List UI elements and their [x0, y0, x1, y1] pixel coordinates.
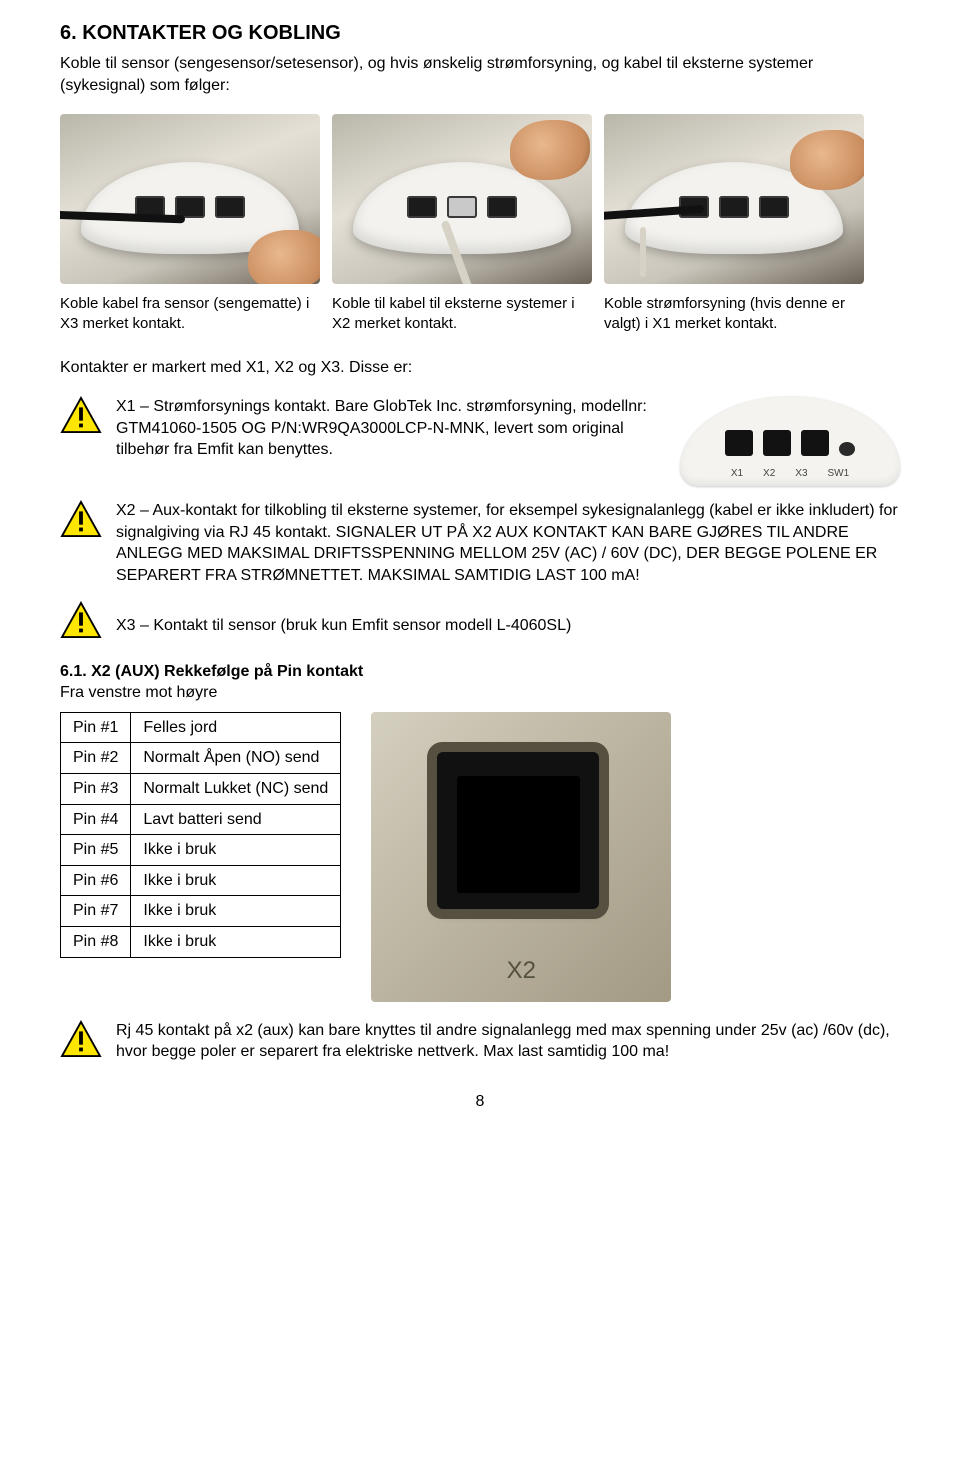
- warning-x2-text: X2 – Aux-kontakt for tilkobling til ekst…: [116, 500, 900, 586]
- section-intro: Koble til sensor (sengesensor/setesensor…: [60, 53, 900, 96]
- section-number: 6.: [60, 22, 77, 44]
- pin-id-cell: Pin #6: [61, 865, 131, 896]
- photo-x3: [60, 114, 320, 284]
- warning-icon: [60, 1020, 102, 1058]
- marked-line: Kontakter er markert med X1, X2 og X3. D…: [60, 357, 900, 379]
- caption-x1: Koble strømforsyning (hvis denne er valg…: [604, 294, 864, 335]
- port-diagram: X1 X2 X3 SW1: [680, 396, 900, 486]
- table-row: Pin #7Ikke i bruk: [61, 896, 341, 927]
- pin-desc-cell: Ikke i bruk: [131, 927, 341, 958]
- photo-row: [60, 114, 900, 284]
- diagram-label-sw1: SW1: [828, 467, 850, 481]
- table-row: Pin #3Normalt Lukket (NC) send: [61, 774, 341, 805]
- table-row: Pin #6Ikke i bruk: [61, 865, 341, 896]
- section-heading: KONTAKTER OG KOBLING: [82, 22, 341, 44]
- photo-x2: [332, 114, 592, 284]
- table-row: Pin #8Ikke i bruk: [61, 927, 341, 958]
- pin-id-cell: Pin #3: [61, 774, 131, 805]
- diagram-label-x3: X3: [795, 467, 807, 481]
- pin-id-cell: Pin #8: [61, 927, 131, 958]
- table-row: Pin #5Ikke i bruk: [61, 835, 341, 866]
- pin-id-cell: Pin #5: [61, 835, 131, 866]
- section-title: 6. KONTAKTER OG KOBLING: [60, 20, 900, 47]
- pin-id-cell: Pin #1: [61, 712, 131, 743]
- pin-area: Pin #1Felles jordPin #2Normalt Åpen (NO)…: [60, 712, 900, 1002]
- table-row: Pin #1Felles jord: [61, 712, 341, 743]
- x2-socket-photo: X2: [371, 712, 671, 1002]
- table-row: Pin #2Normalt Åpen (NO) send: [61, 743, 341, 774]
- subsection-note: Fra venstre mot høyre: [60, 682, 900, 704]
- diagram-label-x2: X2: [763, 467, 775, 481]
- warning-x2-row: X2 – Aux-kontakt for tilkobling til ekst…: [60, 500, 900, 586]
- pin-desc-cell: Ikke i bruk: [131, 896, 341, 927]
- pin-desc-cell: Normalt Lukket (NC) send: [131, 774, 341, 805]
- page-number: 8: [60, 1091, 900, 1113]
- pin-table: Pin #1Felles jordPin #2Normalt Åpen (NO)…: [60, 712, 341, 958]
- footnote-row: Rj 45 kontakt på x2 (aux) kan bare knytt…: [60, 1020, 900, 1063]
- pin-desc-cell: Lavt batteri send: [131, 804, 341, 835]
- photo-x1: [604, 114, 864, 284]
- warning-x1-row: X1 – Strømforsynings kontakt. Bare GlobT…: [60, 396, 900, 486]
- pin-id-cell: Pin #2: [61, 743, 131, 774]
- x2-photo-label: X2: [371, 955, 671, 987]
- subsection-title: 6.1. X2 (AUX) Rekkefølge på Pin kontakt: [60, 661, 900, 683]
- pin-desc-cell: Ikke i bruk: [131, 865, 341, 896]
- diagram-label-x1: X1: [731, 467, 743, 481]
- pin-desc-cell: Normalt Åpen (NO) send: [131, 743, 341, 774]
- warning-x3-row: X3 – Kontakt til sensor (bruk kun Emfit …: [60, 601, 900, 639]
- warning-x3-text: X3 – Kontakt til sensor (bruk kun Emfit …: [116, 601, 900, 637]
- pin-desc-cell: Felles jord: [131, 712, 341, 743]
- warning-icon: [60, 396, 102, 434]
- pin-desc-cell: Ikke i bruk: [131, 835, 341, 866]
- warning-x1-text: X1 – Strømforsynings kontakt. Bare GlobT…: [116, 396, 648, 461]
- caption-row: Koble kabel fra sensor (sengematte) i X3…: [60, 294, 900, 335]
- warning-icon: [60, 601, 102, 639]
- pin-id-cell: Pin #4: [61, 804, 131, 835]
- caption-x2: Koble til kabel til eksterne systemer i …: [332, 294, 592, 335]
- warning-icon: [60, 500, 102, 538]
- table-row: Pin #4Lavt batteri send: [61, 804, 341, 835]
- caption-x3: Koble kabel fra sensor (sengematte) i X3…: [60, 294, 320, 335]
- footnote-text: Rj 45 kontakt på x2 (aux) kan bare knytt…: [116, 1020, 900, 1063]
- pin-id-cell: Pin #7: [61, 896, 131, 927]
